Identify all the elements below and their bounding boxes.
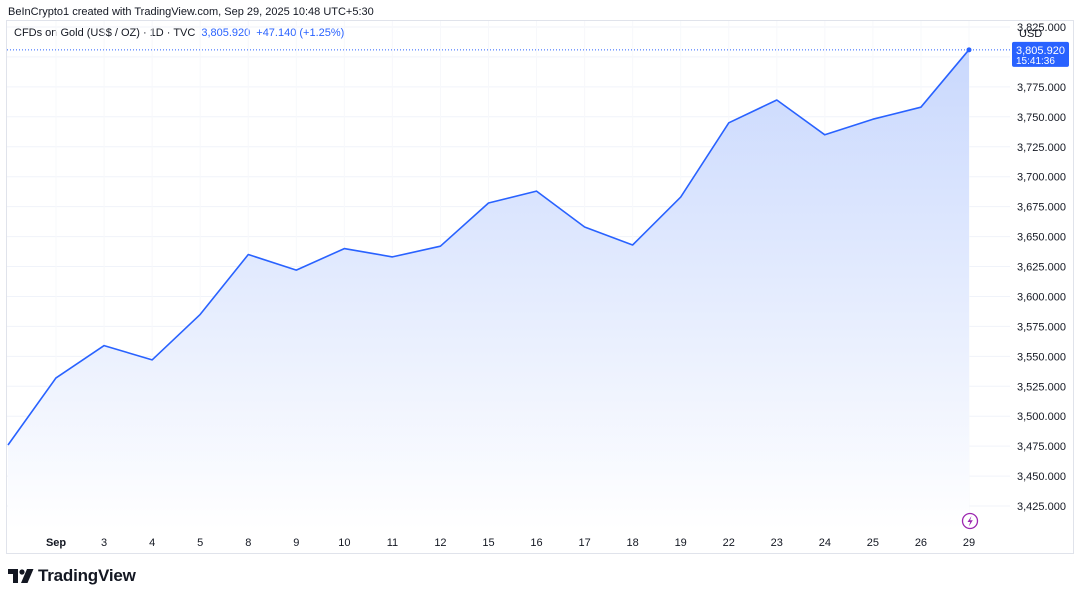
time-axis[interactable]: Sep 3 4 5 8 9 10 11 12 15 16 17 18 19 22 23 24 25 26 29 bbox=[46, 537, 975, 549]
flash-icon-bolt bbox=[967, 516, 973, 527]
tradingview-logo[interactable]: TradingView bbox=[8, 566, 136, 586]
price-tick-label: 3,425.000 bbox=[1017, 501, 1066, 513]
time-tick-label: 29 bbox=[963, 537, 975, 549]
time-tick-label: 16 bbox=[530, 537, 542, 549]
price-tick-label: 3,575.000 bbox=[1017, 321, 1066, 333]
time-tick-label: 26 bbox=[915, 537, 927, 549]
price-tick-label: 3,700.000 bbox=[1017, 172, 1066, 184]
time-tick-label: 12 bbox=[434, 537, 446, 549]
price-tick-label: 3,675.000 bbox=[1017, 202, 1066, 214]
price-tick-label: 3,550.000 bbox=[1017, 351, 1066, 363]
price-tick-label: 3,525.000 bbox=[1017, 381, 1066, 393]
time-tick-label: 24 bbox=[819, 537, 831, 549]
price-tick-label: 3,750.000 bbox=[1017, 112, 1066, 124]
time-tick-label: 8 bbox=[245, 537, 251, 549]
last-price-tag-price: 3,805.920 bbox=[1016, 45, 1065, 57]
chart-frame bbox=[6, 20, 1074, 554]
price-change-value: +47.140 (+1.25%) bbox=[256, 27, 345, 39]
bar-countdown: 15:41:36 bbox=[1016, 56, 1055, 67]
price-area-fill bbox=[8, 49, 969, 530]
time-tick-label: 3 bbox=[101, 537, 107, 549]
time-tick-label: 4 bbox=[149, 537, 155, 549]
time-tick-label: 11 bbox=[387, 537, 398, 549]
time-tick-label: 5 bbox=[197, 537, 203, 549]
symbol-title[interactable]: CFDs on Gold (US$ / OZ) · 1D · TVC bbox=[14, 27, 196, 39]
price-tick-label: 3,825.000 bbox=[1017, 22, 1066, 34]
time-tick-label: 15 bbox=[482, 537, 494, 549]
time-tick-label: 9 bbox=[293, 537, 299, 549]
attribution-text: BeInCrypto1 created with TradingView.com… bbox=[8, 6, 374, 18]
price-tick-label: 3,600.000 bbox=[1017, 291, 1066, 303]
flash-icon[interactable] bbox=[961, 512, 979, 530]
price-tick-label: 3,475.000 bbox=[1017, 441, 1066, 453]
last-price-tag-background bbox=[1012, 41, 1069, 67]
time-tick-label: 25 bbox=[867, 537, 879, 549]
time-tick-label: 10 bbox=[338, 537, 350, 549]
price-tick-label: 3,775.000 bbox=[1017, 82, 1066, 94]
time-tick-label: 23 bbox=[771, 537, 783, 549]
last-price-tag: 3,805.920 15:41:36 bbox=[1012, 41, 1069, 67]
tradingview-logo-text: TradingView bbox=[38, 566, 136, 585]
currency-label[interactable]: USD bbox=[1019, 28, 1043, 40]
price-axis[interactable]: 3,425.000 3,450.000 3,475.000 3,500.000 3,52… bbox=[1017, 22, 1066, 513]
symbol-legend[interactable]: CFDs on Gold (US$ / OZ) · 1D · TVC 3,805.… bbox=[14, 27, 344, 39]
price-tick-label: 3,500.000 bbox=[1017, 411, 1066, 423]
price-tick-label: 3,450.000 bbox=[1017, 471, 1066, 483]
last-price-value: 3,805.920 bbox=[201, 27, 251, 39]
time-tick-label: 19 bbox=[675, 537, 687, 549]
price-tick-label: 3,725.000 bbox=[1017, 142, 1066, 154]
time-tick-label: 17 bbox=[578, 537, 590, 549]
time-tick-label: 22 bbox=[723, 537, 735, 549]
time-tick-label: Sep bbox=[46, 537, 66, 549]
time-tick-label: 18 bbox=[627, 537, 639, 549]
price-tick-label: 3,625.000 bbox=[1017, 262, 1066, 274]
price-tick-label: 3,650.000 bbox=[1017, 232, 1066, 244]
price-points bbox=[7, 49, 970, 446]
tradingview-logo-icon bbox=[8, 569, 34, 583]
